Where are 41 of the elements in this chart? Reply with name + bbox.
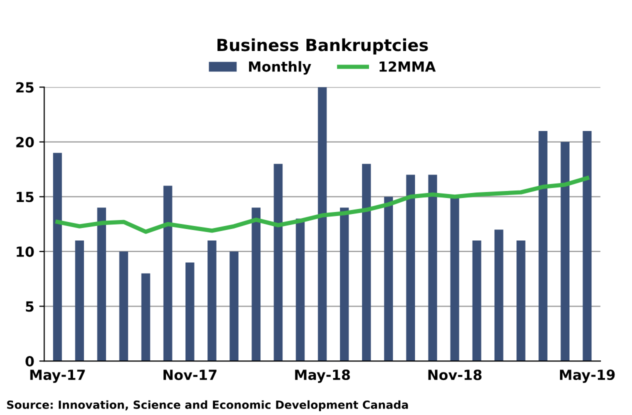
chart-title: Business Bankruptcies [218, 38, 428, 55]
x-tick-label: May-18 [295, 370, 350, 383]
bar [472, 240, 482, 362]
bar [406, 174, 416, 362]
bar [318, 87, 327, 362]
bar [538, 130, 548, 362]
bar [163, 186, 172, 362]
y-tick-label: 25 [16, 82, 34, 93]
bar [53, 152, 62, 362]
bar [208, 240, 216, 362]
bar [185, 262, 194, 362]
bar [340, 208, 349, 362]
y-tick-label: 0 [26, 356, 34, 367]
bar [428, 174, 438, 362]
bar [582, 130, 592, 362]
bar [274, 164, 283, 362]
x-tick-label: May-19 [560, 370, 615, 383]
bar [296, 218, 305, 362]
x-tick-label: May-17 [30, 370, 85, 383]
bar [230, 251, 238, 362]
y-tick-label: 10 [16, 246, 34, 257]
bar [450, 196, 460, 362]
bar [516, 240, 526, 362]
bar [97, 208, 106, 362]
legend-label: 12MMA [380, 61, 436, 72]
bar [384, 196, 393, 362]
bar [252, 208, 261, 362]
bar [494, 230, 504, 362]
bar [560, 142, 570, 362]
bar [119, 251, 128, 362]
line-series [55, 176, 590, 234]
x-tick-label: Nov-17 [164, 370, 216, 380]
y-tick-label: 15 [16, 192, 34, 202]
x-tick-label: Nov-18 [428, 370, 482, 380]
bar [141, 273, 150, 362]
y-tick-label: 20 [16, 136, 34, 148]
bar [75, 240, 84, 362]
bar [362, 164, 371, 362]
source-note: Source: Innovation, Science and Economic Development Canada [7, 400, 408, 412]
y-tick-label: 5 [26, 301, 34, 312]
legend-label: Monthly [249, 61, 312, 75]
